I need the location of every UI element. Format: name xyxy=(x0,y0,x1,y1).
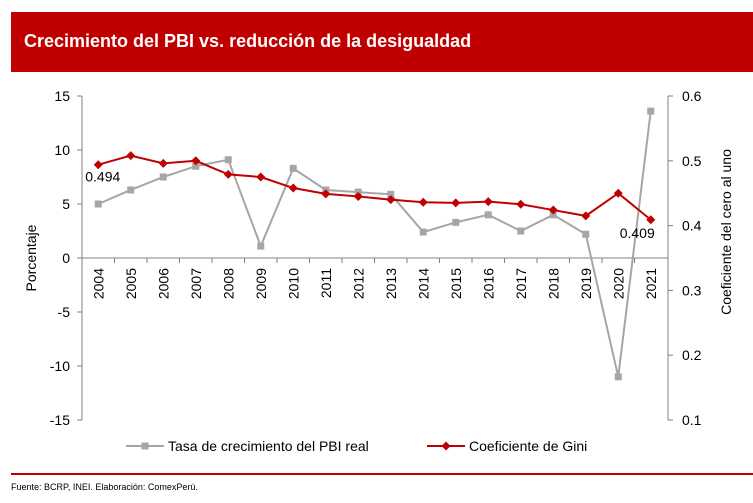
y-axis-title: Porcentaje xyxy=(23,224,39,291)
gini-point xyxy=(386,195,396,205)
x-tick-label: 2014 xyxy=(415,268,431,299)
y2-tick-label: 0.6 xyxy=(682,88,702,104)
gdp-point xyxy=(159,173,167,181)
x-tick-label: 2018 xyxy=(545,268,561,299)
x-tick-label: 2013 xyxy=(383,268,399,299)
gini-point xyxy=(451,198,461,208)
labels-layer: 0.494 0.409 xyxy=(85,169,655,241)
x-tick-label: 2009 xyxy=(253,268,269,299)
gdp-point xyxy=(257,242,265,250)
x-tick-label: 2016 xyxy=(480,268,496,299)
gini-point xyxy=(483,197,493,207)
data-label: 0.409 xyxy=(620,225,655,241)
legend-label-gdp: Tasa de crecimiento del PBI real xyxy=(168,438,369,454)
y2-tick-label: 0.1 xyxy=(682,412,702,428)
x-tick-label: 2012 xyxy=(350,268,366,299)
gdp-point xyxy=(387,190,395,198)
y2-tick-label: 0.5 xyxy=(682,153,702,169)
y-tick-label: -10 xyxy=(50,358,70,374)
series-line-gdp xyxy=(97,110,652,378)
gini-point xyxy=(93,160,103,170)
x-tick-label: 2015 xyxy=(448,268,464,299)
gini-point xyxy=(158,158,168,168)
source-note: Fuente: BCRP, INEI. Elaboración: ComexPe… xyxy=(11,482,198,492)
gdp-point xyxy=(517,227,525,235)
gini-point xyxy=(223,169,233,179)
legend-label-gini: Coeficiente de Gini xyxy=(469,438,587,454)
gdp-point xyxy=(452,218,460,226)
x-tick-label: 2021 xyxy=(643,268,659,299)
gini-point xyxy=(321,189,331,199)
gini-point xyxy=(548,205,558,215)
gdp-point xyxy=(289,164,297,172)
y-tick-label: -5 xyxy=(58,304,71,320)
y-tick-label: 0 xyxy=(62,250,70,266)
y-tick-label: -15 xyxy=(50,412,70,428)
gdp-point xyxy=(484,211,492,219)
gdp-point xyxy=(582,230,590,238)
gini-point xyxy=(256,172,266,182)
y2-axis-title: Coeficiente del cero al uno xyxy=(718,149,734,315)
legend-marker-gdp xyxy=(141,442,149,450)
gdp-point xyxy=(192,162,200,170)
series-line-gini xyxy=(97,154,652,221)
gini-point xyxy=(288,183,298,193)
gdp-point xyxy=(419,228,427,236)
y2-tick-label: 0.3 xyxy=(682,282,702,298)
chart-title: Crecimiento del PBI vs. reducción de la … xyxy=(24,31,472,51)
x-tick-label: 2007 xyxy=(188,268,204,299)
x-tick-label: 2020 xyxy=(610,268,626,299)
x-tick-label: 2004 xyxy=(90,268,106,299)
x-tick-label: 2011 xyxy=(318,268,334,298)
gdp-point xyxy=(614,373,622,381)
gini-point xyxy=(516,199,526,209)
gini-point xyxy=(353,191,363,201)
x-tick-label: 2010 xyxy=(285,268,301,299)
x-tick-label: 2019 xyxy=(578,268,594,299)
gdp-point xyxy=(127,186,135,194)
gini-point xyxy=(646,215,656,225)
gini-point xyxy=(613,188,623,198)
series-layer xyxy=(93,107,656,381)
x-tick-label: 2017 xyxy=(513,268,529,299)
y2-tick-label: 0.4 xyxy=(682,218,702,234)
gdp-point xyxy=(224,156,232,164)
gini-point xyxy=(581,211,591,221)
y-tick-label: 5 xyxy=(62,196,70,212)
gini-point xyxy=(126,151,136,161)
x-tick-label: 2005 xyxy=(123,268,139,299)
y-tick-label: 15 xyxy=(54,88,70,104)
x-tick-label: 2008 xyxy=(220,268,236,299)
axes-layer: 15 10 5 0 -5 -10 -15 0.6 0.5 0.4 0.3 0.2 0.1 2004 2005… xyxy=(23,88,734,428)
gdp-point xyxy=(549,211,557,219)
gini-point xyxy=(191,156,201,166)
gini-point xyxy=(418,197,428,207)
y-tick-label: 10 xyxy=(54,142,70,158)
x-tick-label: 2006 xyxy=(155,268,171,299)
legend-marker-gini xyxy=(441,441,451,451)
legend-layer: Tasa de crecimiento del PBI real Coeficie… xyxy=(126,438,587,454)
title-bar: Crecimiento del PBI vs. reducción de la … xyxy=(11,12,753,72)
y2-tick-label: 0.2 xyxy=(682,347,702,363)
gdp-point xyxy=(94,200,102,208)
footer-divider xyxy=(11,473,753,475)
gdp-point xyxy=(647,107,655,115)
data-label: 0.494 xyxy=(85,169,120,185)
